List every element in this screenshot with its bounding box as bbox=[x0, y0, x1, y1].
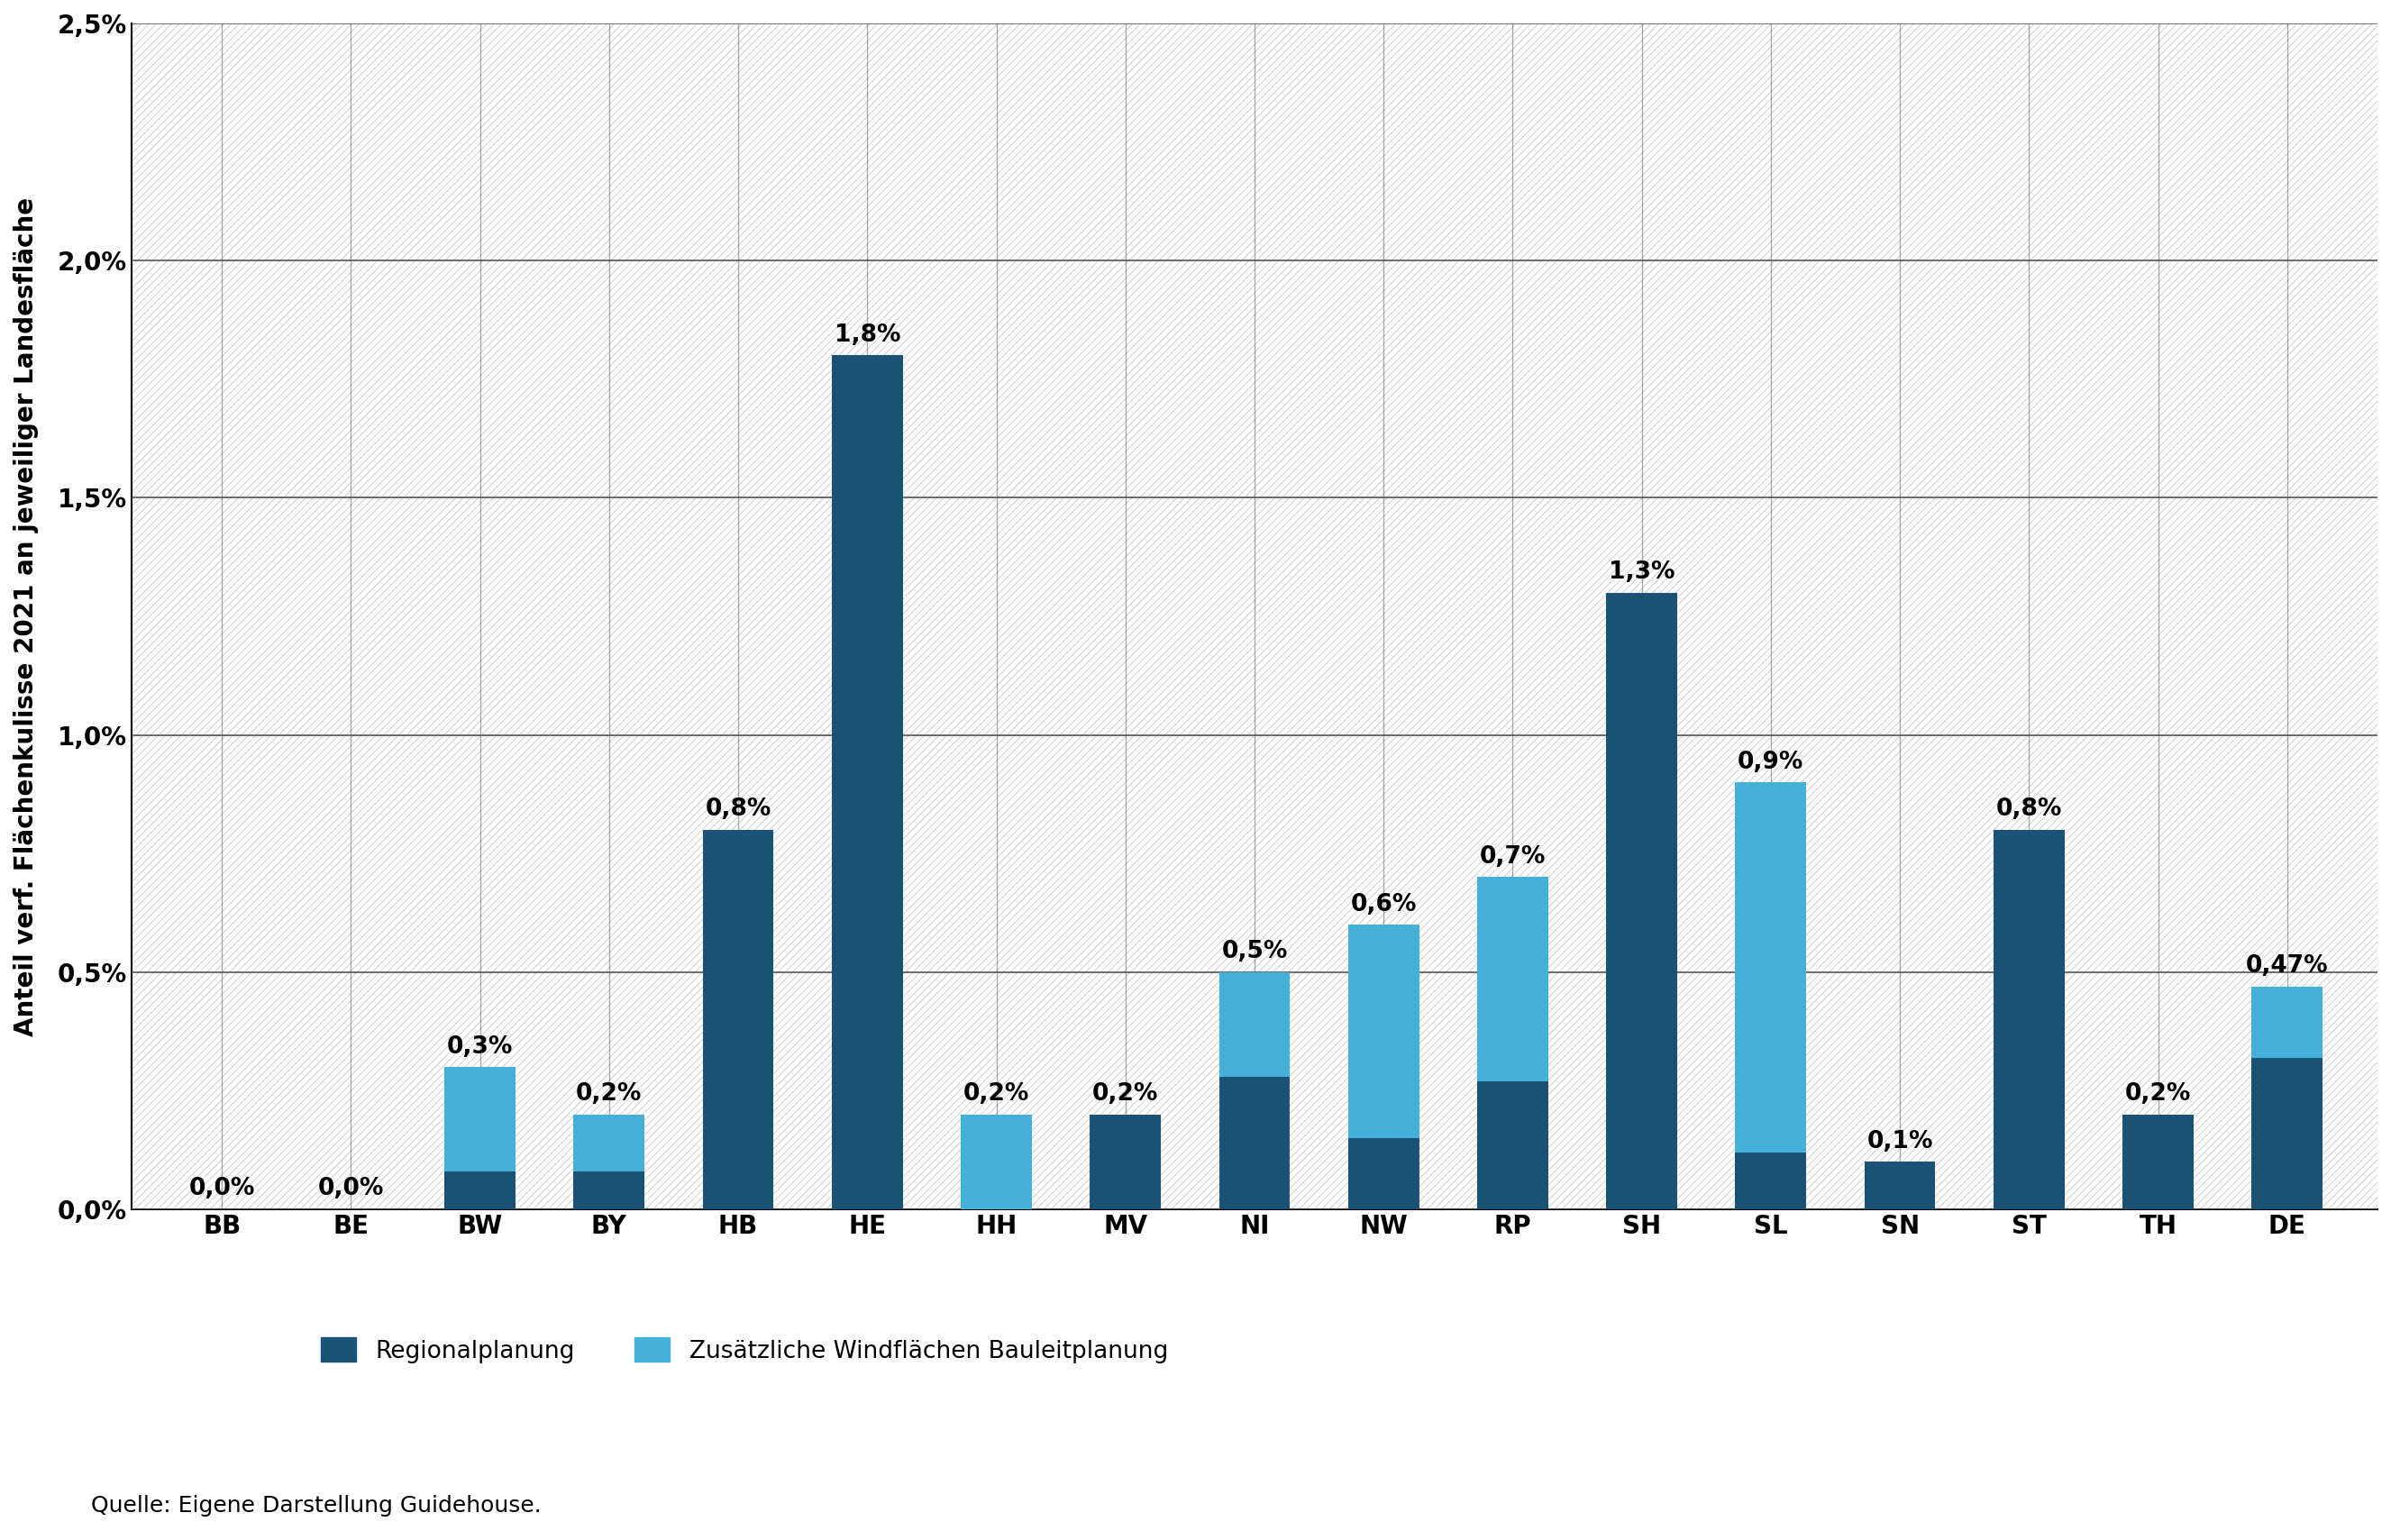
Bar bbox=[132, 23, 2377, 1209]
Bar bbox=[2123, 1115, 2193, 1209]
Text: 1,3%: 1,3% bbox=[1609, 561, 1674, 584]
Text: 0,3%: 0,3% bbox=[447, 1035, 514, 1058]
Bar bbox=[1219, 972, 1291, 1076]
Text: 0,2%: 0,2% bbox=[964, 1083, 1031, 1106]
Bar bbox=[1090, 1115, 1162, 1209]
Bar bbox=[1736, 1152, 1805, 1209]
Text: 0,5%: 0,5% bbox=[1222, 939, 1289, 964]
Text: 0,0%: 0,0% bbox=[318, 1177, 385, 1201]
Text: 0,0%: 0,0% bbox=[189, 1177, 256, 1201]
Text: 1,8%: 1,8% bbox=[834, 323, 901, 347]
Y-axis label: Anteil verf. Flächenkulisse 2021 an jeweiliger Landesfläche: Anteil verf. Flächenkulisse 2021 an jewe… bbox=[14, 197, 38, 1036]
Bar bbox=[961, 1115, 1033, 1209]
Text: 0,7%: 0,7% bbox=[1480, 845, 1545, 869]
Text: 0,2%: 0,2% bbox=[2126, 1083, 2190, 1106]
Bar bbox=[574, 1172, 646, 1209]
Legend: Regionalplanung, Zusätzliche Windflächen Bauleitplanung: Regionalplanung, Zusätzliche Windflächen… bbox=[311, 1327, 1176, 1372]
Bar bbox=[1349, 924, 1420, 1138]
Bar bbox=[1219, 1076, 1291, 1209]
Bar bbox=[1865, 1161, 1934, 1209]
Bar bbox=[2252, 986, 2322, 1058]
Bar bbox=[1994, 830, 2063, 1209]
Bar bbox=[1607, 593, 1676, 1209]
Text: 0,6%: 0,6% bbox=[1351, 893, 1415, 916]
Bar bbox=[703, 830, 775, 1209]
Bar bbox=[1349, 1138, 1420, 1209]
Text: 0,2%: 0,2% bbox=[576, 1083, 643, 1106]
Bar bbox=[1478, 1081, 1547, 1209]
Bar bbox=[1736, 782, 1805, 1152]
Bar bbox=[1478, 878, 1547, 1081]
Text: 0,47%: 0,47% bbox=[2245, 955, 2329, 978]
Text: 0,1%: 0,1% bbox=[1867, 1130, 1932, 1153]
Bar bbox=[445, 1067, 516, 1172]
Bar bbox=[2252, 1058, 2322, 1209]
Text: 0,9%: 0,9% bbox=[1738, 750, 1803, 773]
Bar bbox=[574, 1115, 646, 1172]
Text: 0,8%: 0,8% bbox=[705, 798, 772, 821]
Text: 0,2%: 0,2% bbox=[1093, 1083, 1160, 1106]
Text: Quelle: Eigene Darstellung Guidehouse.: Quelle: Eigene Darstellung Guidehouse. bbox=[91, 1495, 540, 1517]
Text: 0,8%: 0,8% bbox=[1996, 798, 2061, 821]
Bar bbox=[445, 1172, 516, 1209]
Bar bbox=[832, 356, 904, 1209]
